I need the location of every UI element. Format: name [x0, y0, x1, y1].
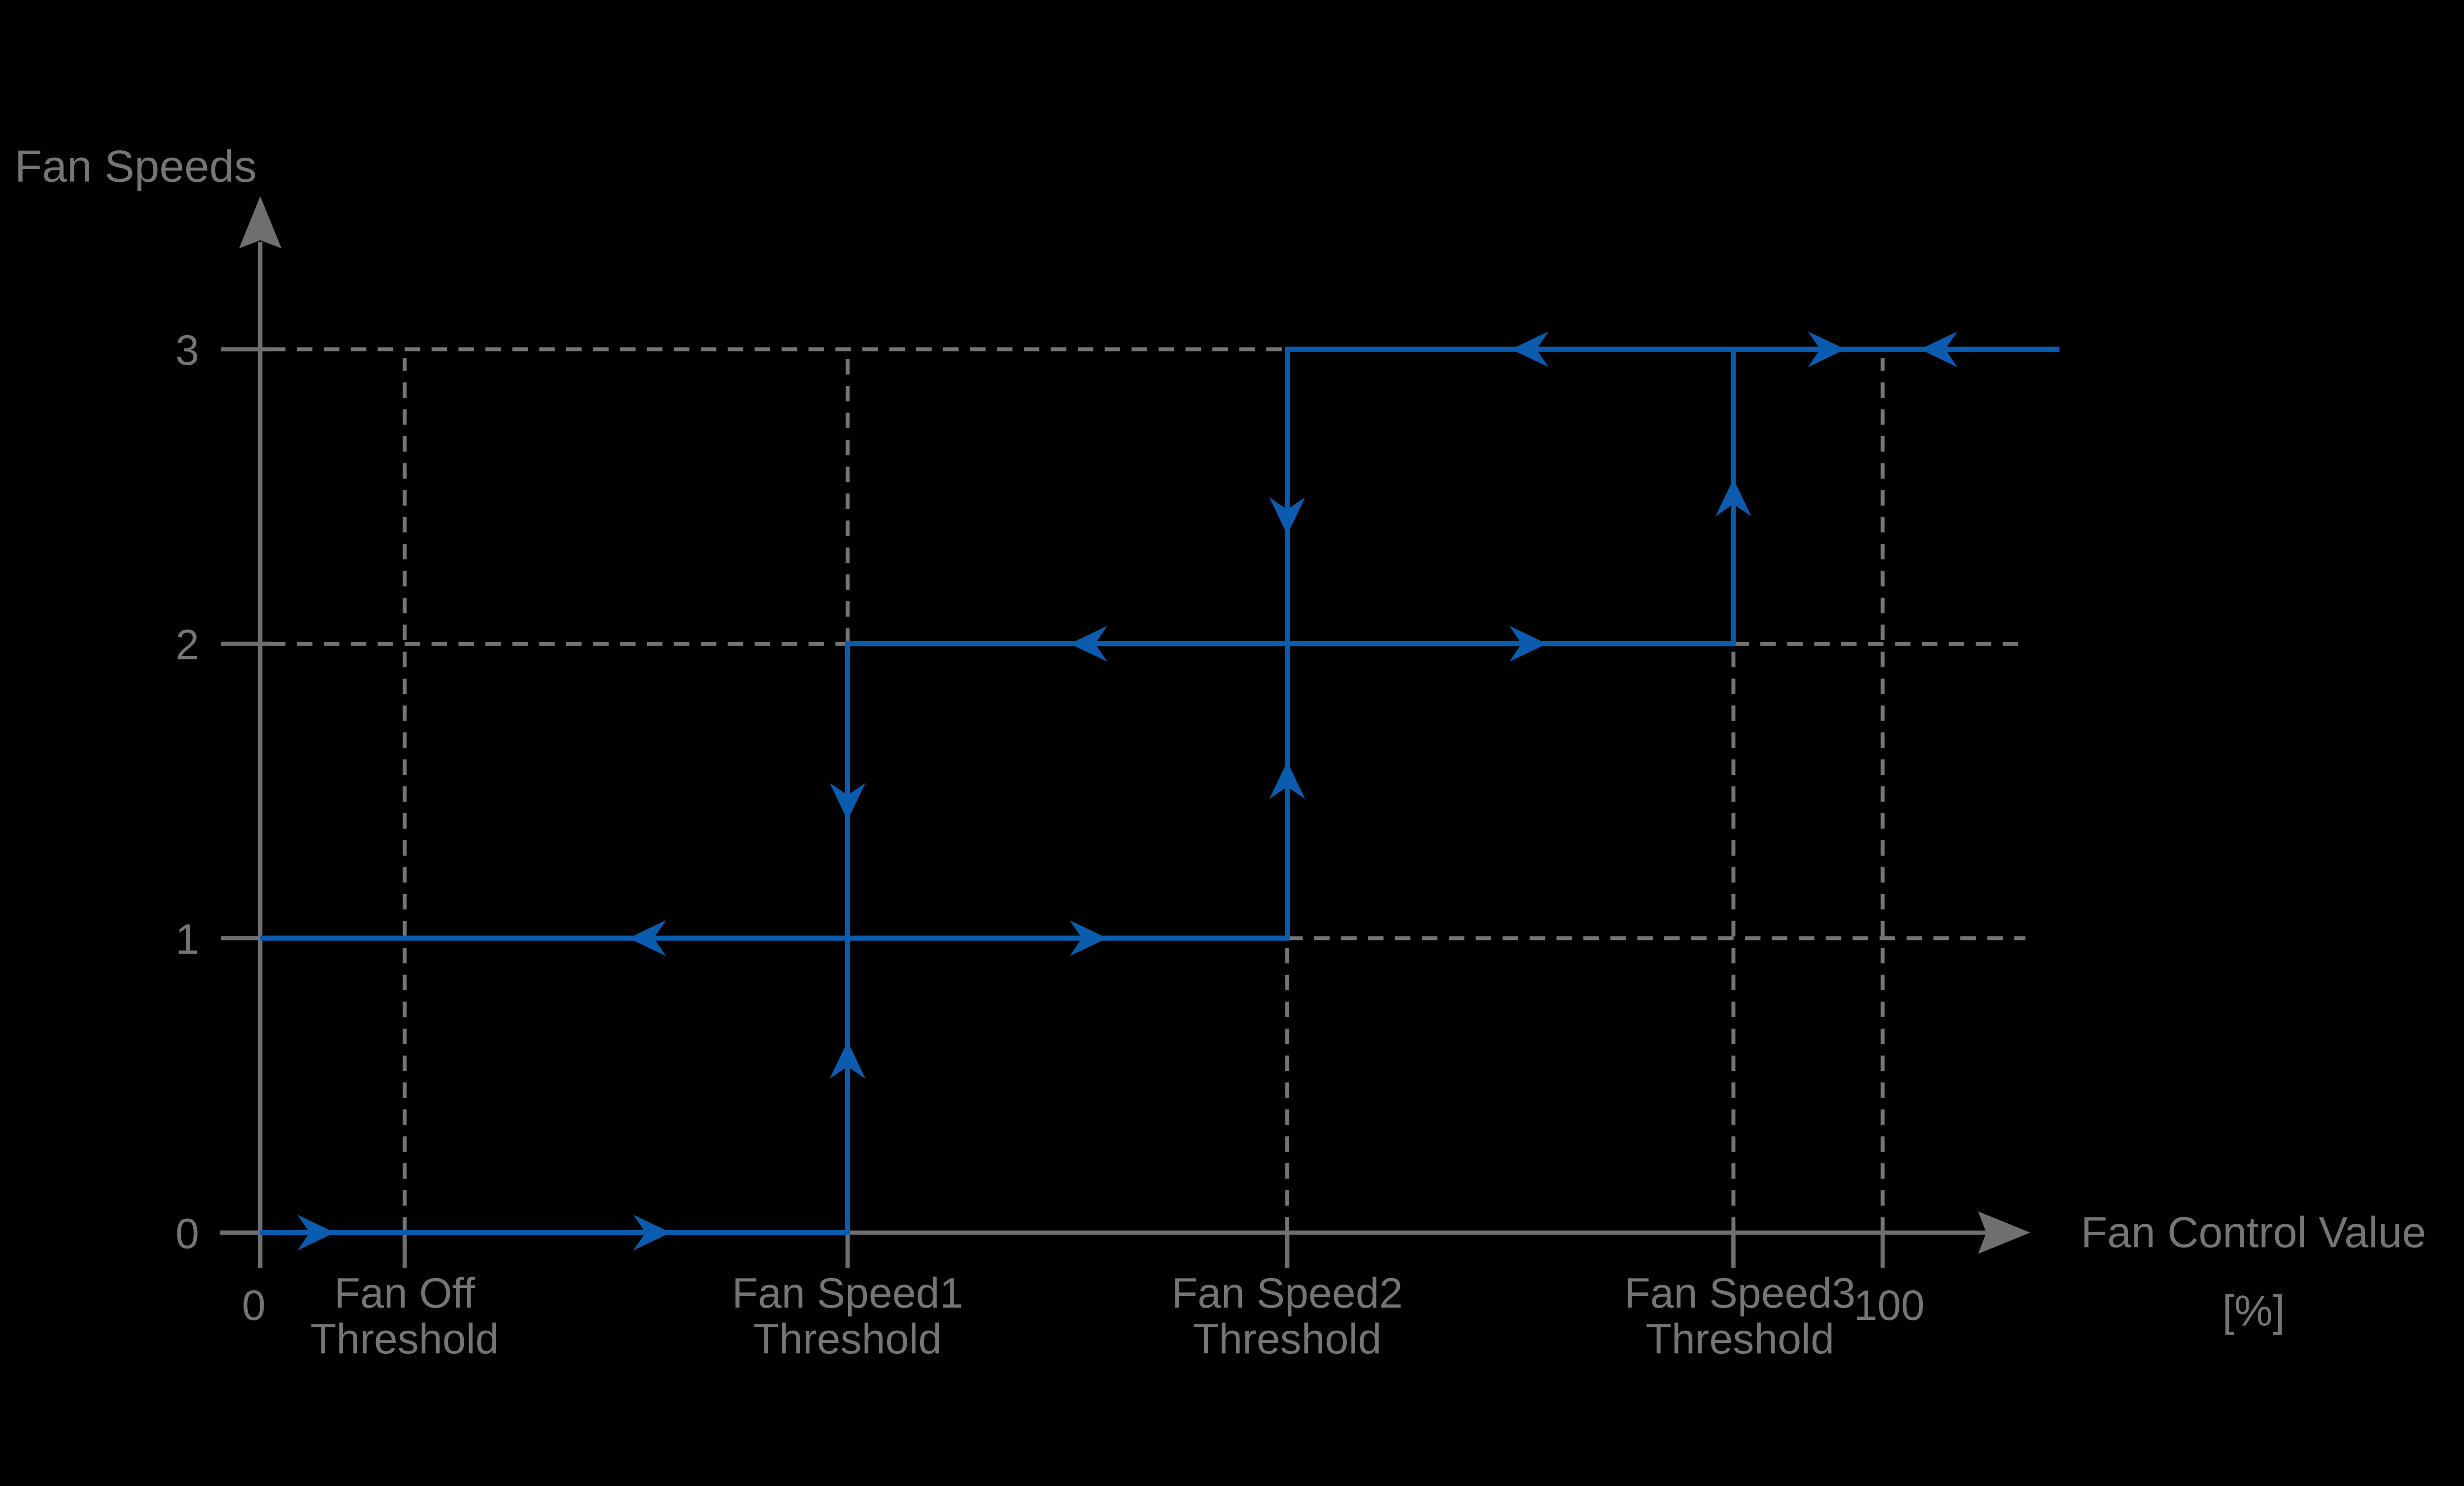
- curve-arrow-icon: [1511, 331, 1549, 368]
- y-tick-label: 3: [175, 327, 199, 374]
- x-tick-label: Fan Speed3 Threshold: [1624, 1270, 1855, 1363]
- axes: [219, 196, 2030, 1268]
- y-tick-label: 1: [175, 916, 199, 963]
- x-tick-label: 0: [242, 1282, 266, 1329]
- x-tick-label: Fan Speed1 Threshold: [732, 1270, 963, 1363]
- gridlines: [270, 347, 2026, 1233]
- y-axis-title: Fan Speeds: [15, 141, 257, 191]
- curve-arrow-icon: [829, 1041, 866, 1079]
- x-axis-title-line1: Fan Control Value: [2081, 1209, 2427, 1257]
- x-axis-arrow-icon: [1978, 1211, 2030, 1254]
- x-axis-title-line2: [%]: [2222, 1287, 2285, 1335]
- curve-arrow-icon: [628, 920, 666, 956]
- rising-path: [260, 346, 2060, 1236]
- curve-arrow-icon: [1269, 497, 1305, 535]
- x-tick-label: Fan Off Threshold: [310, 1270, 499, 1363]
- x-tick-label: Fan Speed2 Threshold: [1172, 1270, 1403, 1363]
- curve-arrow-icon: [1808, 331, 1846, 368]
- y-tick-label: 0: [175, 1210, 199, 1257]
- curve-arrow-icon: [297, 1214, 335, 1251]
- y-tick-label: 2: [175, 622, 199, 669]
- curve-arrow-icon: [1920, 331, 1958, 368]
- curve-arrow-icon: [633, 1214, 671, 1251]
- hysteresis-curve: [260, 346, 2060, 1236]
- y-axis-arrow-icon: [239, 196, 282, 248]
- curve-arrow-icon: [1509, 625, 1547, 662]
- tick-marks: [221, 347, 1885, 1268]
- falling-path: [260, 346, 2060, 941]
- curve-arrow-icon: [1269, 761, 1305, 799]
- direction-arrows: [297, 331, 1958, 1251]
- axis-labels: Fan Speeds 0 1 2 3 0 Fan Off Threshold Fan Spee…: [15, 141, 2426, 1362]
- curve-arrow-icon: [1715, 479, 1751, 517]
- curve-arrow-icon: [1069, 920, 1107, 956]
- curve-arrow-icon: [829, 783, 866, 821]
- curve-arrow-icon: [1069, 625, 1108, 662]
- x-tick-label: 100: [1854, 1282, 1925, 1329]
